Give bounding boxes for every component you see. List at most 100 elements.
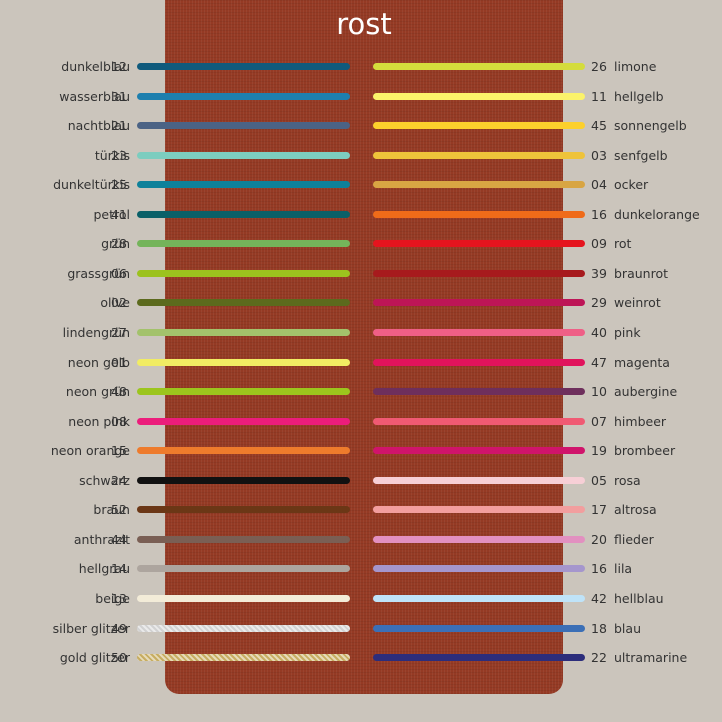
color-code-label: 50 [111, 650, 127, 665]
cord-swatch [137, 565, 350, 573]
color-name-label: olive [100, 295, 130, 311]
color-name-label: sonnengelb [614, 118, 687, 134]
color-code-label: 04 [591, 177, 607, 193]
right-cord-row: flieder 20 [372, 529, 722, 551]
right-cord-row: hellblau 42 [372, 588, 722, 610]
left-cord-row: neon grün 48 [0, 381, 352, 403]
color-code-label: 17 [591, 502, 607, 518]
cord-swatch [373, 92, 585, 100]
cord-swatch [137, 506, 350, 514]
cord-swatch [373, 624, 585, 632]
right-cord-row: altrosa 17 [372, 499, 722, 521]
color-name-label: lindengrün [62, 324, 130, 340]
color-name-label: hellblau [614, 590, 664, 606]
cord-swatch [373, 594, 585, 602]
cord-swatch [373, 210, 585, 218]
right-cord-row: ultramarine 22 [372, 647, 722, 669]
cord-swatch [373, 122, 585, 130]
left-cord-row: petrol 41 [0, 204, 352, 226]
cord-swatch [373, 535, 585, 543]
cord-swatch [137, 476, 350, 484]
right-cord-row: aubergine 10 [372, 381, 722, 403]
cord-swatch [137, 210, 350, 218]
color-name-label: blau [614, 620, 641, 636]
color-code-label: 27 [111, 324, 127, 340]
right-cord-row: lila 16 [372, 558, 722, 580]
left-cord-row: nachtblau 21 [0, 115, 352, 137]
cord-swatch [137, 447, 350, 455]
color-name-label: brombeer [614, 443, 676, 459]
color-name-label: braun [93, 502, 130, 518]
left-cord-row: olive 02 [0, 292, 352, 314]
color-code-label: 16 [591, 206, 607, 222]
color-code-label: 49 [111, 620, 127, 636]
color-name-label: silber glitzer [52, 620, 130, 636]
color-name-label: dunkeltürkis [53, 177, 130, 193]
color-code-label: 20 [591, 531, 607, 547]
color-name-label: petrol [93, 206, 130, 222]
color-code-label: 16 [591, 561, 607, 577]
color-code-label: 26 [591, 59, 607, 74]
color-name-label: ultramarine [614, 650, 688, 665]
right-cord-row: dunkelorange 16 [372, 204, 722, 226]
cord-swatch [373, 476, 585, 484]
cord-swatch [373, 299, 585, 307]
right-cord-row: himbeer 07 [372, 411, 722, 433]
color-name-label: ocker [614, 177, 649, 193]
color-name-label: braunrot [614, 265, 668, 281]
left-cord-row: anthrazit 44 [0, 529, 352, 551]
left-cord-row: silber glitzer 49 [0, 618, 352, 640]
color-code-label: 08 [111, 413, 127, 429]
cord-swatch [373, 388, 585, 396]
left-cord-row: beige 13 [0, 588, 352, 610]
left-cord-row: türkis 23 [0, 145, 352, 167]
color-code-label: 31 [111, 88, 127, 104]
left-cord-row: wasserblau 31 [0, 86, 352, 108]
right-cord-row: hellgelb 11 [372, 86, 722, 108]
cord-swatch [137, 151, 350, 159]
color-code-label: 39 [591, 265, 607, 281]
right-cord-row: sonnengelb 45 [372, 115, 722, 137]
cord-swatch [373, 447, 585, 455]
left-cord-row: schwarz 24 [0, 470, 352, 492]
cord-swatch [373, 358, 585, 366]
color-name-label: dunkelblau [61, 59, 130, 74]
left-cord-row: neon pink 08 [0, 411, 352, 433]
color-name-label: anthrazit [73, 531, 130, 547]
color-name-label: altrosa [614, 502, 657, 518]
color-name-label: rot [614, 236, 632, 252]
color-name-label: türkis [94, 147, 130, 163]
color-code-label: 06 [111, 265, 127, 281]
cord-swatch [373, 565, 585, 573]
cord-swatch [373, 63, 585, 70]
color-code-label: 09 [591, 236, 607, 252]
cord-swatch [137, 63, 350, 70]
color-code-label: 05 [591, 472, 607, 488]
color-code-label: 10 [591, 384, 607, 400]
cord-swatch [373, 417, 585, 425]
left-cord-row: dunkeltürkis 25 [0, 174, 352, 196]
color-name-label: schwarz [79, 472, 130, 488]
cord-swatch [373, 506, 585, 514]
right-cord-row: rot 09 [372, 233, 722, 255]
color-name-label: wasserblau [59, 88, 130, 104]
cord-swatch [137, 240, 350, 248]
color-code-label: 40 [591, 324, 607, 340]
color-name-label: lila [614, 561, 633, 577]
color-code-label: 45 [591, 118, 607, 134]
color-name-label: dunkelorange [614, 206, 700, 222]
color-code-label: 48 [111, 384, 127, 400]
cord-swatch [373, 151, 585, 159]
color-code-label: 12 [111, 59, 127, 74]
cord-swatch [137, 269, 350, 277]
cord-swatch [137, 654, 350, 661]
color-code-label: 01 [111, 354, 127, 370]
color-name-label: grün [101, 236, 130, 252]
cord-swatch [137, 299, 350, 307]
color-name-label: rosa [614, 472, 641, 488]
color-code-label: 28 [111, 236, 127, 252]
color-code-label: 02 [111, 295, 127, 311]
right-cord-row: senfgelb 03 [372, 145, 722, 167]
color-code-label: 42 [591, 590, 607, 606]
